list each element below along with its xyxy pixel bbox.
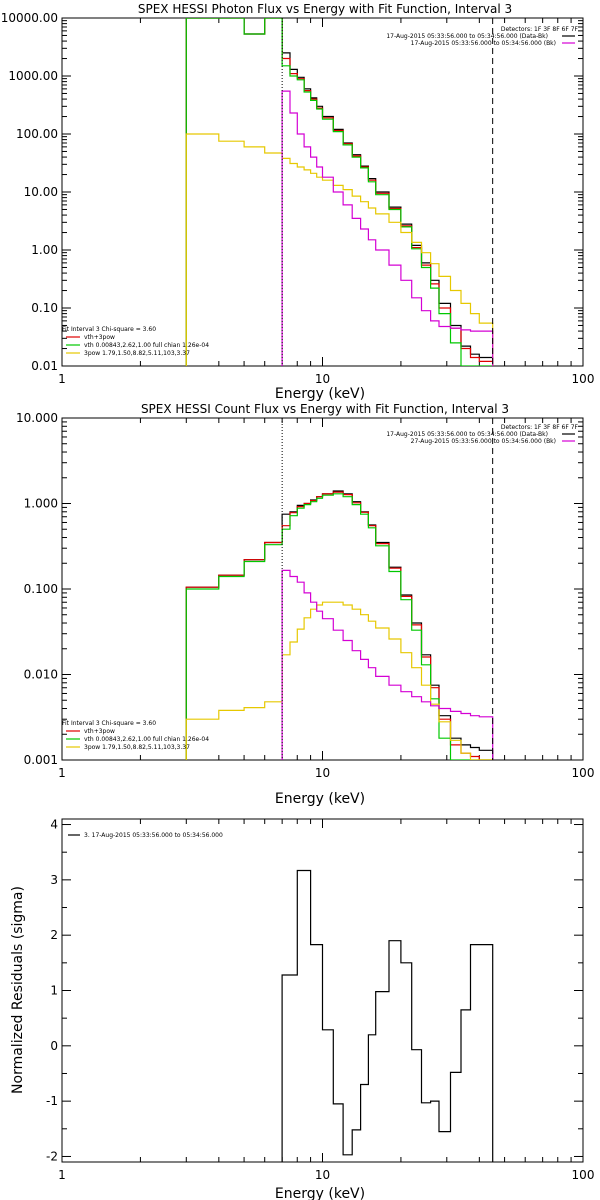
residuals-legend-text: 3. 17-Aug-2015 05:33:56.000 to 05:34:56.… [84,832,223,839]
count-flux-panel: SPEX HESSI Count Flux vs Energy with Fit… [16,402,594,807]
y-tick-label: -1 [46,1094,58,1108]
count-fit-interval-text: Fit Interval 3 Chi-square = 3.60 [62,720,156,727]
y-tick-label: 4 [50,818,58,832]
photon-detectors-text: Detectors: 1F 3F 8F 6F 7F [501,26,579,33]
x-tick-label: 1 [58,766,66,780]
x-tick-label: 100 [572,766,595,780]
photon-fit-legend-3: 3pow 1.79,1.50,8.82,5.11,103,3.37 [84,350,190,357]
x-tick-label: 100 [572,1168,595,1182]
count-x-axis-label: Energy (keV) [275,791,365,807]
photon-fit-legend-1: vth+3pow [84,334,115,341]
count-flux-title: SPEX HESSI Count Flux vs Energy with Fit… [141,402,509,416]
count-fit-legend-3: 3pow 1.79,1.50,8.82,5.11,103,3.37 [84,744,190,751]
series-line-fit [185,18,494,366]
photon-x-axis-label: Energy (keV) [275,386,365,402]
y-tick-label: 1.00 [31,243,58,257]
y-tick-label: 1 [50,984,58,998]
series-line-fit [185,491,493,760]
y-tick-label: 0 [50,1039,58,1053]
x-tick-label: 1 [58,1168,66,1182]
count-fit-legend-2: vth 0.00843,2.62,1.00 full chian 1.26e-0… [84,736,209,743]
count-interval-bk-text: 27-Aug-2015 05:33:56.000 to 05:34:56.000… [411,438,556,445]
photon-interval-bk-text: 17-Aug-2015 05:33:56.000 to 05:34:56.000… [411,40,556,47]
residuals-x-axis-label: Energy (keV) [275,1186,365,1200]
x-tick-label: 100 [572,372,595,386]
y-tick-label: 1.000 [24,497,58,511]
count-detectors-text: Detectors: 1F 3F 8F 6F 7F [501,424,579,431]
y-tick-label: 2 [50,928,58,942]
series-line-bpow [185,601,493,760]
y-tick-label: -2 [46,1149,58,1163]
series-line-total [281,869,494,1162]
y-tick-label: 10.00 [24,185,58,199]
photon-interval-data-text: 17-Aug-2015 05:33:56.000 to 05:34:56.000… [386,33,548,40]
photon-flux-title: SPEX HESSI Photon Flux vs Energy with Fi… [138,2,512,16]
y-tick-label: 10.000 [16,411,58,425]
y-tick-label: 0.10 [31,301,58,315]
y-tick-label: 0.001 [24,753,58,767]
series-line-bpow [185,133,494,366]
series-line-bk [281,90,494,366]
plot-frame [61,417,584,761]
count-fit-legend-1: vth+3pow [84,728,115,735]
y-tick-label: 0.01 [31,359,58,373]
photon-fit-interval-text: Fit Interval 3 Chi-square = 3.60 [62,326,156,333]
series-line-vth [185,18,493,366]
series-line-vth [185,493,493,760]
plot-frame [61,17,584,367]
series-line-bk [281,569,494,760]
series-line-total [185,490,494,760]
residuals-panel: 3. 17-Aug-2015 05:33:56.000 to 05:34:56.… [10,818,594,1200]
y-tick-label: 100.00 [16,127,58,141]
x-tick-label: 1 [58,372,66,386]
photon-flux-panel: SPEX HESSI Photon Flux vs Energy with Fi… [1,2,595,402]
y-tick-label: 3 [50,873,58,887]
count-interval-data-text: 17-Aug-2015 05:33:56.000 to 05:34:56.000… [386,431,548,438]
series-line-total [185,18,494,366]
x-tick-label: 10 [315,372,330,386]
y-tick-label: 0.100 [24,582,58,596]
x-tick-label: 10 [315,766,330,780]
y-tick-label: 0.010 [24,668,58,682]
photon-fit-legend-2: vth 0.00843,2.62,1.00 full chian 1.26e-0… [84,342,209,349]
residuals-y-axis-label: Normalized Residuals (sigma) [10,886,26,1094]
y-tick-label: 10000.00 [1,11,58,25]
y-tick-label: 1000.00 [8,69,58,83]
x-tick-label: 10 [315,1168,330,1182]
